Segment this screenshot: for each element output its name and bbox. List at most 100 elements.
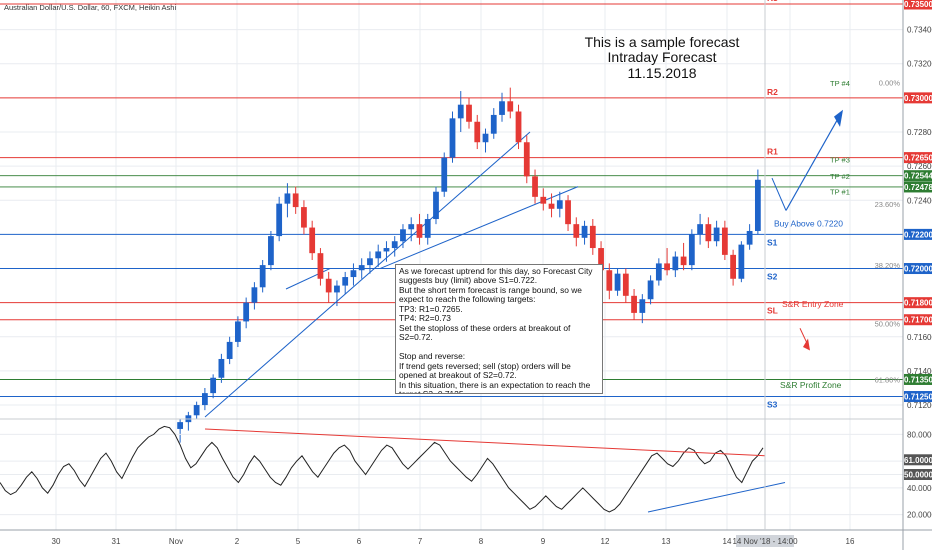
osc-tag: 61.0000 bbox=[904, 456, 932, 465]
candle-body bbox=[598, 248, 604, 271]
candle-body bbox=[523, 142, 530, 177]
osc-y-tick: 80.00000 bbox=[907, 430, 932, 439]
candle-body bbox=[730, 254, 737, 279]
candle-body bbox=[746, 230, 753, 245]
candle-body bbox=[622, 273, 629, 296]
x-tick-label: 5 bbox=[296, 537, 301, 546]
candle-body bbox=[391, 241, 398, 249]
fib-label: 50.00% bbox=[875, 319, 901, 328]
x-tick-label: 12 bbox=[601, 537, 610, 546]
candle-body bbox=[268, 236, 274, 266]
candle-body bbox=[664, 263, 670, 271]
level-label: SL bbox=[767, 306, 778, 316]
level-label: S3 bbox=[767, 400, 778, 410]
price-tag-bg bbox=[904, 181, 932, 193]
candle-body bbox=[573, 224, 580, 238]
candle-body bbox=[218, 358, 225, 378]
candle-body bbox=[309, 227, 316, 254]
candle-body bbox=[532, 176, 538, 197]
candle-body bbox=[210, 377, 217, 394]
candle-body bbox=[614, 273, 621, 291]
annotation-tp1: TP #1 bbox=[830, 187, 850, 196]
level-label: S&R Profit Zone bbox=[780, 380, 842, 390]
osc-tag: 50.0000 bbox=[904, 471, 932, 480]
forecast-arrow-up bbox=[785, 111, 843, 211]
x-tick-label: 2 bbox=[235, 537, 240, 546]
level-label: S2 bbox=[767, 272, 778, 282]
candle-body bbox=[482, 133, 489, 143]
candle-body bbox=[540, 196, 547, 204]
candle-body bbox=[515, 111, 522, 143]
candle-body bbox=[193, 405, 200, 416]
candle-body bbox=[499, 101, 505, 115]
candle-body bbox=[416, 224, 423, 238]
candle-body bbox=[655, 263, 662, 281]
candle-body bbox=[507, 101, 514, 112]
x-tick-label: 7 bbox=[418, 537, 423, 546]
candle-body bbox=[375, 251, 382, 259]
candle-body bbox=[754, 179, 761, 231]
candle-body bbox=[243, 302, 250, 322]
level-label: R3 bbox=[767, 0, 778, 3]
candle-body bbox=[177, 422, 184, 429]
candle-body bbox=[490, 114, 497, 134]
candle-body bbox=[441, 157, 448, 192]
candle-body bbox=[367, 258, 373, 266]
price-tag-bg bbox=[904, 391, 932, 403]
price-tag: 0.71250 bbox=[904, 393, 932, 402]
price-tag: 0.71350 bbox=[904, 375, 932, 384]
candle-body bbox=[697, 224, 703, 235]
candle-body bbox=[292, 193, 299, 208]
price-tag-bg bbox=[904, 92, 932, 104]
candle-body bbox=[672, 256, 679, 271]
price-tag: 0.72478 bbox=[904, 183, 932, 192]
candle-body bbox=[631, 295, 637, 313]
osc-y-tick: 20.00000 bbox=[907, 511, 932, 520]
headline-line-3: 11.15.2018 bbox=[627, 65, 696, 81]
price-tag-bg bbox=[904, 228, 932, 240]
price-tag-bg bbox=[904, 152, 932, 164]
osc-y-tick: 40.00000 bbox=[907, 484, 932, 493]
x-tick-label: 14 bbox=[723, 537, 732, 546]
headline-line-2: Intraday Forecast bbox=[608, 49, 717, 65]
level-label: R1 bbox=[767, 147, 778, 157]
price-tag-bg bbox=[904, 297, 932, 309]
candle-body bbox=[325, 278, 332, 293]
x-tick-label: 13 bbox=[662, 537, 671, 546]
forecast-arrowhead-up bbox=[834, 109, 843, 127]
candle-body bbox=[466, 104, 472, 122]
price-tag-bg bbox=[904, 314, 932, 326]
fib-label: 23.60% bbox=[875, 200, 901, 209]
path-down bbox=[771, 177, 787, 211]
candle-body bbox=[383, 248, 390, 252]
price-tag: 0.71700 bbox=[904, 316, 932, 325]
x-tick-label: 8 bbox=[479, 537, 484, 546]
price-tag-bg bbox=[904, 263, 932, 275]
trendline-short bbox=[285, 268, 331, 290]
candle-body bbox=[738, 244, 745, 279]
candle-body bbox=[647, 280, 654, 300]
candle-body bbox=[606, 270, 613, 291]
level-label: R2 bbox=[767, 87, 778, 97]
fib-label: 38.20% bbox=[875, 261, 901, 270]
trendline-major bbox=[204, 131, 531, 418]
price-tag: 0.72650 bbox=[904, 154, 932, 163]
level-label: TP #2 bbox=[830, 172, 850, 181]
price-tag: 0.71800 bbox=[904, 299, 932, 308]
candle-body bbox=[201, 393, 208, 406]
candle-body bbox=[408, 224, 415, 230]
candle-body bbox=[342, 277, 349, 286]
candle-body bbox=[474, 121, 481, 143]
level-labels: R3 R2 R1 TP #3 TP #2 S1 S2 SL S&R Entry Zone S&R … bbox=[767, 0, 900, 410]
level-label: S&R Entry Zone bbox=[782, 299, 844, 309]
grid bbox=[0, 0, 903, 530]
candle-body bbox=[688, 234, 695, 266]
